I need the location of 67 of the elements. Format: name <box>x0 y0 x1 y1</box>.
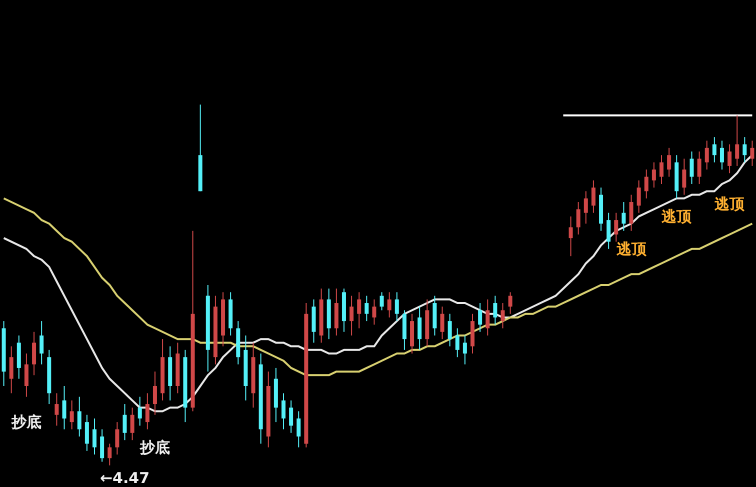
candlestick <box>735 114 740 166</box>
candlestick <box>690 151 694 184</box>
text: ←4.47 <box>100 468 150 487</box>
candlestick <box>350 295 354 336</box>
candlestick <box>644 169 648 199</box>
candlestick <box>70 400 74 430</box>
candlestick <box>418 306 422 350</box>
candlestick <box>145 392 150 430</box>
candlestick <box>282 392 286 430</box>
candlestick <box>652 162 656 188</box>
annotation: 抄底 <box>138 438 170 456</box>
candlestick <box>380 292 384 311</box>
candlestick <box>152 371 157 416</box>
candlestick <box>614 212 618 242</box>
candlestick <box>130 407 134 441</box>
candlestick <box>742 136 747 163</box>
candlestick <box>667 147 672 178</box>
candlestick <box>357 292 362 329</box>
annotation: 逃顶 <box>615 240 648 258</box>
candlestick <box>486 298 490 336</box>
candlestick <box>462 334 467 365</box>
candlestick <box>704 140 709 170</box>
candlestick <box>138 396 142 426</box>
candlestick <box>629 194 634 232</box>
annotation: 抄底 <box>10 413 42 432</box>
candlestick <box>394 292 399 322</box>
candlestick <box>500 302 505 329</box>
candlestick <box>40 320 44 365</box>
candlestick <box>660 154 664 184</box>
candlestick <box>84 414 89 452</box>
candlestick <box>508 292 512 314</box>
candlestick <box>682 158 686 196</box>
candlestick <box>364 295 369 322</box>
candlestick <box>728 144 732 174</box>
candlestick <box>750 140 754 166</box>
candlestick <box>478 302 482 332</box>
candlestick <box>568 216 573 257</box>
annotation: 逃顶 <box>660 207 693 226</box>
candlestick <box>712 136 716 163</box>
candlestick <box>62 385 66 430</box>
candlestick <box>448 313 452 347</box>
candlestick <box>100 428 104 462</box>
candlestick <box>372 298 376 326</box>
candlestick <box>387 292 392 318</box>
candlestick <box>108 443 112 466</box>
candlestick <box>440 306 444 340</box>
candlestick <box>591 180 596 214</box>
candlestick <box>455 328 460 358</box>
candlestick <box>720 140 724 170</box>
annotation: 逃顶 <box>714 194 746 213</box>
candlestick <box>24 353 28 398</box>
candlestick <box>584 190 588 224</box>
candlestick <box>576 202 580 235</box>
candlestick <box>32 331 36 376</box>
candlestick <box>115 422 120 456</box>
candlestick <box>622 202 626 232</box>
candlestick <box>493 295 498 326</box>
candlestick <box>77 396 82 437</box>
candlestick <box>122 404 127 441</box>
candlestick <box>9 346 14 394</box>
candlestick <box>289 400 294 434</box>
candlestick <box>296 410 301 448</box>
candlestick <box>636 180 641 214</box>
candlestick <box>92 418 96 456</box>
candlestick <box>54 392 59 426</box>
candlestick <box>697 151 702 184</box>
candlestick <box>606 212 611 250</box>
